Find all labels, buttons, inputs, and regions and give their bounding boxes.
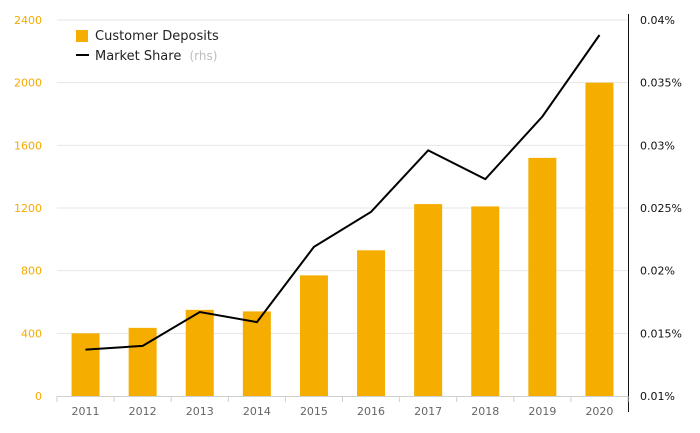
market-share-line [85,34,601,351]
market-share-line-group [85,34,601,351]
x-tick-label: 2018 [471,405,499,418]
left-axis-ticks: 0 400 800 1200 1600 2000 2400 [14,14,42,403]
right-tick-label: 0.015% [640,327,682,340]
x-tick-label: 2017 [414,405,442,418]
right-tick-label: 0.02% [640,265,675,278]
x-tick-label: 2013 [186,405,214,418]
legend-label-deposits: Customer Deposits [95,29,219,44]
x-tick-label: 2011 [72,405,100,418]
right-tick-label: 0.035% [640,77,682,90]
bar-2020 [585,82,614,397]
left-tick-label: 800 [21,265,42,278]
x-tick-label: 2014 [243,405,271,418]
bar-2018 [471,206,500,396]
bar-2015 [299,275,328,396]
bar-2011 [71,333,100,396]
right-axis-ticks: 0.01% 0.015% 0.02% 0.025% 0.03% 0.035% 0.04% [640,14,682,403]
x-tick-label: 2020 [585,405,613,418]
svg-text:Market Share (rhs): Market Share (rhs) [95,49,217,64]
legend-note-rhs: (rhs) [189,49,217,63]
legend: Customer Deposits Market Share (rhs) [76,29,219,64]
bar-2016 [357,250,386,396]
right-tick-label: 0.01% [640,390,675,403]
right-tick-label: 0.03% [640,139,675,152]
left-tick-label: 400 [21,327,42,340]
x-axis-ticks: 2011 2012 2013 2014 2015 2016 2017 2018 2019 2020 [72,405,614,418]
left-tick-label: 1200 [14,202,42,215]
x-tick-label: 2016 [357,405,385,418]
x-tick-label: 2019 [528,405,556,418]
bar-2019 [528,157,557,396]
bar-2013 [185,309,214,396]
x-tick-label: 2015 [300,405,328,418]
bar-2017 [414,204,443,396]
left-tick-label: 2000 [14,77,42,90]
right-tick-label: 0.025% [640,202,682,215]
left-tick-label: 0 [35,390,42,403]
axes [56,14,629,412]
x-tick-label: 2012 [129,405,157,418]
left-tick-label: 1600 [14,139,42,152]
right-tick-label: 0.04% [640,14,675,27]
bar-2012 [128,327,157,396]
left-tick-label: 2400 [14,14,42,27]
bar-2014 [242,311,271,396]
legend-swatch-deposits [76,30,88,42]
deposit-bars [71,82,614,397]
legend-label-market-share: Market Share [95,49,181,64]
